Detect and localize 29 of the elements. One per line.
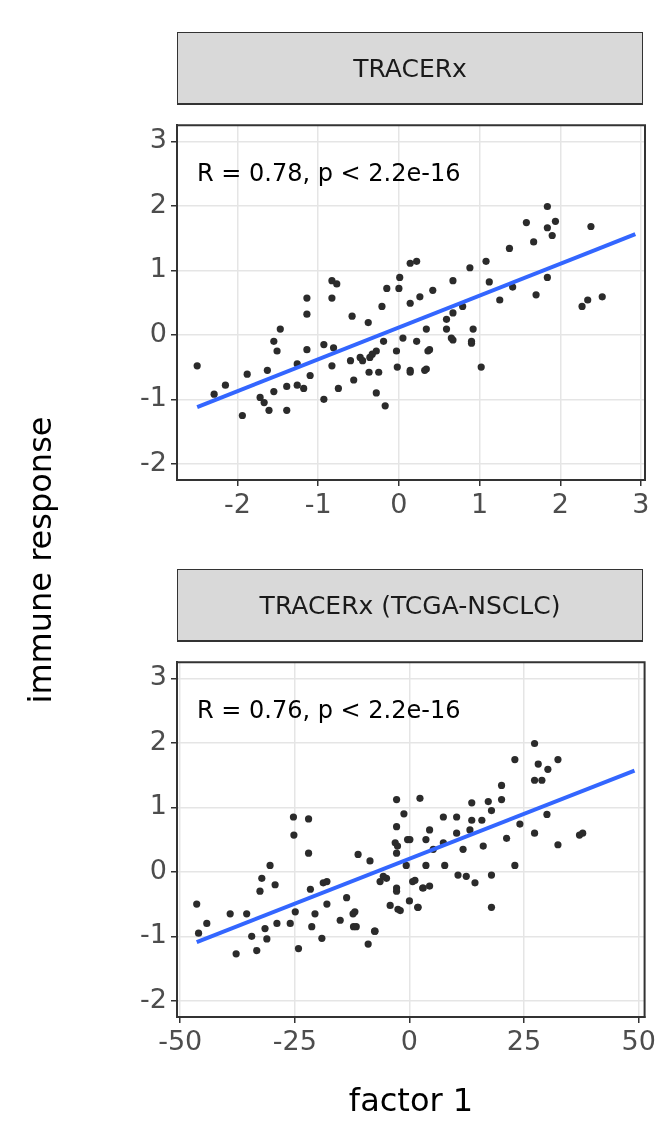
y-tick-label: 2 [149,187,167,219]
x-tick-label: -50 [158,1025,203,1057]
y-tick-label: -2 [140,445,167,477]
y-tick-label: 0 [149,316,167,348]
x-tick-label: 1 [470,488,489,520]
x-tick-label: 25 [506,1025,542,1057]
x-tick-label: 50 [621,1025,656,1057]
x-axis-title: factor 1 [348,1081,474,1119]
y-tick-label: 1 [149,789,167,821]
x-tick-label: -1 [304,488,332,520]
y-axis-title: immune response [21,416,59,704]
y-tick-label: 3 [149,660,167,692]
x-tick-label: -2 [224,488,251,520]
x-tick-label: 3 [632,488,650,520]
annotation: R = 0.78, p < 2.2e-16 [197,159,461,188]
x-tick-label: 2 [551,488,569,520]
annotation: R = 0.76, p < 2.2e-16 [197,696,461,725]
y-tick-label: 3 [149,123,167,155]
y-tick-label: 0 [149,853,167,885]
chart-title: TRACERx (TCGA-NSCLC) [177,569,643,642]
y-tick-label: 2 [149,724,167,756]
y-tick-label: -1 [140,381,167,413]
x-tick-label: 0 [400,1025,419,1057]
y-tick-label: 1 [149,252,167,284]
chart-title: TRACERx [177,32,643,105]
y-tick-label: -1 [140,918,167,950]
x-tick-label: 0 [390,488,408,520]
x-tick-label: -25 [272,1025,317,1057]
y-tick-label: -2 [140,982,167,1014]
